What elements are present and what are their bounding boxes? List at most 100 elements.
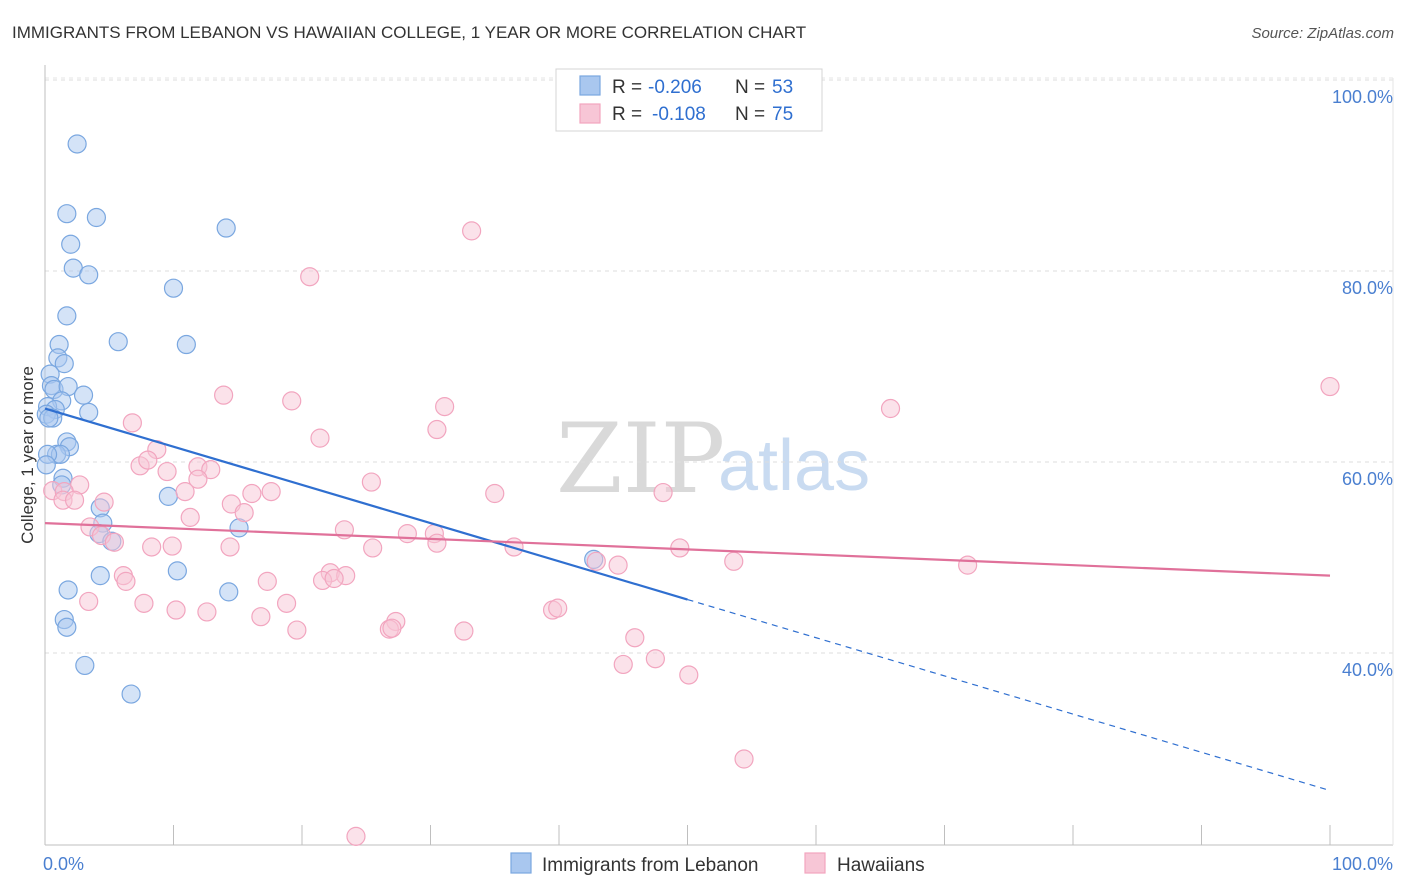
point-1-37 — [142, 537, 162, 557]
point-1-32 — [397, 524, 417, 544]
legend-n-label-1: N = — [735, 77, 765, 98]
point-1-57 — [166, 600, 186, 620]
point-1-67 — [613, 654, 633, 675]
legend-n-value-2: 75 — [772, 104, 793, 125]
bottom-legend-swatch-hawaiians — [804, 852, 826, 874]
legend-r-value-2: -0.108 — [652, 104, 706, 125]
point-1-54 — [79, 591, 99, 612]
trend-line-dashed-0 — [687, 598, 1331, 792]
point-1-0 — [462, 221, 482, 241]
point-1-35 — [104, 532, 124, 552]
point-0-10 — [176, 334, 196, 355]
x-tick-label-0: 0.0% — [43, 854, 84, 874]
point-1-50 — [116, 571, 136, 591]
point-1-15 — [188, 469, 208, 489]
point-0-41 — [90, 566, 110, 586]
point-0-6 — [79, 265, 99, 285]
point-1-14 — [201, 460, 221, 480]
bottom-legend-label-lebanon: Immigrants from Lebanon — [542, 855, 759, 876]
y-tick-label-3: 40.0% — [1342, 660, 1393, 680]
point-1-45 — [724, 551, 744, 571]
point-1-73 — [382, 618, 402, 638]
point-1-38 — [162, 536, 182, 556]
bottom-legend: Immigrants from Lebanon Hawaiians — [510, 852, 925, 876]
trend-line-0 — [44, 407, 688, 601]
legend-n-label-2: N = — [735, 104, 765, 125]
y-tick-label-0: 100.0% — [1332, 87, 1393, 107]
x-tick-label-1: 100.0% — [1332, 854, 1393, 874]
point-1-8 — [427, 419, 447, 440]
legend-r-label-2: R = — [612, 104, 642, 125]
point-1-46 — [958, 555, 978, 575]
point-0-0 — [67, 134, 87, 154]
y-tick-labels: 100.0% 80.0% 60.0% 40.0% — [1332, 87, 1393, 680]
point-0-2 — [86, 207, 107, 228]
point-0-9 — [108, 332, 128, 352]
legend-swatch-hawaiians — [579, 103, 601, 124]
point-1-55 — [134, 593, 154, 613]
point-1-43 — [586, 551, 606, 571]
trend-lines — [44, 407, 1331, 792]
point-0-34 — [158, 486, 178, 506]
watermark-atlas: atlas — [718, 426, 870, 506]
point-1-40 — [363, 538, 383, 558]
point-1-16 — [361, 472, 381, 492]
legend-box: R = -0.206 N = 53 R = -0.108 N = 75 — [555, 68, 823, 132]
point-1-22 — [242, 483, 262, 504]
point-1-29 — [180, 507, 200, 527]
point-0-4 — [61, 234, 81, 254]
point-0-13 — [54, 354, 74, 374]
point-1-56 — [276, 593, 297, 613]
point-1-44 — [608, 555, 628, 575]
point-1-53 — [324, 568, 344, 589]
point-1-70 — [734, 749, 754, 769]
point-1-66 — [625, 628, 645, 648]
point-0-1 — [57, 204, 77, 224]
chart-title: IMMIGRANTS FROM LEBANON VS HAWAIIAN COLL… — [12, 23, 806, 42]
point-1-64 — [287, 620, 307, 640]
series-0 — [36, 134, 604, 704]
point-0-45 — [57, 617, 77, 637]
legend-swatch-lebanon — [579, 75, 601, 96]
point-0-42 — [219, 582, 239, 602]
point-1-69 — [679, 665, 699, 685]
gridlines — [45, 77, 1393, 654]
point-1-24 — [653, 482, 673, 503]
point-1-51 — [257, 571, 277, 591]
point-0-31 — [36, 455, 56, 475]
point-1-71 — [346, 826, 366, 846]
point-1-68 — [645, 649, 665, 669]
point-1-61 — [251, 607, 271, 627]
point-1-7 — [122, 413, 142, 433]
bottom-legend-swatch-lebanon — [510, 852, 532, 874]
series-1 — [43, 221, 1340, 846]
point-0-43 — [58, 580, 78, 600]
point-1-74 — [138, 450, 158, 470]
point-1-21 — [261, 482, 281, 502]
point-1-65 — [454, 621, 474, 641]
x-tick-labels: 0.0% 100.0% — [43, 854, 1393, 874]
legend-r-label-1: R = — [612, 77, 642, 98]
point-0-7 — [163, 278, 184, 298]
point-1-12 — [157, 461, 177, 482]
point-1-72 — [94, 492, 114, 512]
point-1-39 — [220, 537, 240, 557]
trend-line-1 — [44, 522, 1331, 577]
point-0-8 — [57, 306, 77, 326]
point-1-60 — [548, 598, 568, 618]
point-1-3 — [214, 385, 234, 405]
y-tick-label-2: 60.0% — [1342, 469, 1393, 489]
watermark-zip: ZIP — [556, 403, 725, 515]
point-1-6 — [880, 398, 901, 419]
point-1-58 — [197, 602, 217, 622]
point-1-20 — [175, 482, 195, 502]
point-1-4 — [282, 391, 302, 411]
watermark: ZIP atlas — [556, 403, 870, 515]
point-1-36 — [427, 533, 447, 553]
point-1-28 — [234, 503, 254, 523]
point-1-26 — [64, 490, 85, 510]
y-axis-label: College, 1 year or more — [18, 366, 37, 544]
bottom-legend-label-hawaiians: Hawaiians — [837, 855, 925, 876]
point-1-2 — [1320, 376, 1340, 397]
